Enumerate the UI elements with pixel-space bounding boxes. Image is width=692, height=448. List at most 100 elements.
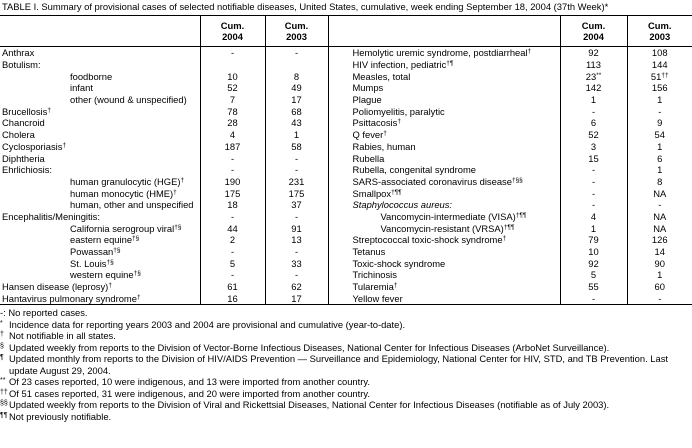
footnote-mark: †¶¶ bbox=[515, 211, 527, 219]
disease-table: Cum. 2004 Cum. 2003 Cum. 2004 Cum. 2003 … bbox=[0, 15, 692, 306]
table-row: eastern equine†§ 2 13 Streptococcal toxic-s… bbox=[0, 234, 692, 246]
table-row: St. Louis†§ 5 33 Toxic-shock syndrome 92 90 bbox=[0, 257, 692, 270]
footnote-text: Not notifiable in all states. bbox=[9, 330, 116, 342]
case-count: 78 bbox=[227, 105, 238, 117]
case-count: 3 bbox=[590, 140, 597, 152]
case-count: 1 bbox=[590, 222, 597, 234]
row-label: Poliomyelitis, paralytic bbox=[352, 105, 445, 117]
value-cell: 15 bbox=[559, 152, 627, 164]
case-count: 10 bbox=[588, 246, 599, 258]
footnote-mark: † bbox=[180, 176, 185, 184]
table-row: other (wound & unspecified) 7 17 Plague 1 1 bbox=[0, 93, 692, 106]
case-count: - bbox=[591, 292, 596, 304]
row-label: Streptococcal toxic-shock syndrome bbox=[352, 234, 503, 246]
row-label-cell: Plague bbox=[327, 93, 560, 106]
case-count: - bbox=[658, 199, 662, 211]
row-label: Cyclosporiasis bbox=[2, 140, 63, 152]
table-row: western equine†§ - - Trichinosis 5 1 bbox=[0, 269, 692, 281]
value-cell: 1 bbox=[626, 140, 692, 153]
value-cell: - bbox=[264, 269, 328, 281]
footnote: †† Of 51 cases reported, 31 were indigeno… bbox=[0, 388, 692, 400]
value-cell: 8 bbox=[264, 70, 328, 83]
case-count: 8 bbox=[657, 175, 663, 187]
row-label: Measles, total bbox=[352, 70, 411, 82]
value-cell: 156 bbox=[626, 82, 692, 94]
row-label-cell: Mumps bbox=[327, 82, 560, 94]
table-row: Cyclosporiasis† 187 58 Rabies, human 3 1 bbox=[0, 140, 692, 153]
value-cell: - bbox=[626, 292, 692, 306]
case-count: 18 bbox=[227, 199, 238, 211]
footnote-mark: †¶¶ bbox=[503, 223, 515, 231]
value-cell: - bbox=[199, 210, 265, 223]
value-cell: 231 bbox=[264, 175, 328, 188]
row-label: Brucellosis bbox=[2, 105, 48, 117]
row-label: Smallpox bbox=[352, 187, 392, 199]
footnote-mark: †§ bbox=[113, 247, 121, 255]
case-count: 1 bbox=[657, 140, 663, 152]
case-count: - bbox=[230, 47, 235, 59]
footnote: §§ Updated weekly from reports to the Div… bbox=[0, 399, 692, 411]
value-cell: 5 bbox=[559, 269, 627, 281]
row-label-cell: Powassan†§ bbox=[0, 246, 200, 258]
value-cell: - bbox=[559, 198, 627, 211]
value-cell: 18 bbox=[199, 198, 265, 211]
case-count: 91 bbox=[291, 222, 302, 234]
case-count: - bbox=[591, 187, 596, 199]
value-cell: - bbox=[559, 105, 627, 118]
row-label: Toxic-shock syndrome bbox=[352, 257, 446, 269]
value-cell: - bbox=[264, 152, 328, 164]
row-label: Tetanus bbox=[352, 246, 386, 258]
value-cell: 17 bbox=[264, 292, 328, 306]
value-cell: 190 bbox=[199, 175, 265, 188]
value-cell: 90 bbox=[626, 257, 692, 270]
row-label: California serogroup viral bbox=[70, 222, 175, 234]
row-label-cell: Cholera bbox=[0, 129, 200, 141]
case-count: 58 bbox=[291, 140, 302, 152]
case-count: - bbox=[591, 199, 596, 211]
value-cell: 113 bbox=[559, 58, 627, 71]
value-cell: 55 bbox=[559, 280, 627, 293]
value-cell: 52 bbox=[559, 128, 627, 141]
column-header: Cum. 2003 bbox=[648, 20, 672, 42]
row-label-cell: Measles, total bbox=[327, 70, 560, 83]
case-count: 156 bbox=[651, 82, 668, 94]
table-row: foodborne 10 8 Measles, total 23** 51†† bbox=[0, 70, 692, 83]
row-label: eastern equine bbox=[70, 234, 133, 246]
case-count: - bbox=[294, 164, 299, 176]
case-count: - bbox=[230, 246, 235, 258]
case-count: 52 bbox=[588, 129, 599, 141]
row-label: other (wound & unspecified) bbox=[70, 94, 187, 106]
footnote-mark: † bbox=[502, 235, 507, 243]
value-cell: 7 bbox=[199, 93, 265, 106]
row-label-cell: eastern equine†§ bbox=[0, 234, 200, 246]
row-label-cell: Toxic-shock syndrome bbox=[327, 257, 560, 270]
row-label-cell: Hemolytic uremic syndrome, postdiarrheal… bbox=[327, 46, 560, 59]
row-label: Diphtheria bbox=[2, 152, 45, 164]
value-cell: 1 bbox=[559, 222, 627, 234]
case-count: 15 bbox=[588, 152, 599, 164]
footnote: -: No reported cases. bbox=[0, 307, 692, 319]
value-cell: - bbox=[199, 152, 265, 164]
row-label-cell: infant bbox=[0, 82, 200, 94]
table-row: Anthrax - - Hemolytic uremic syndrome, post… bbox=[0, 46, 692, 59]
row-label-cell: Psittacosis† bbox=[327, 117, 560, 129]
value-cell: 51†† bbox=[626, 70, 692, 83]
value-cell: 61 bbox=[199, 280, 265, 293]
value-cell: 8 bbox=[626, 175, 692, 188]
value-cell: - bbox=[199, 269, 265, 281]
case-count: - bbox=[230, 152, 235, 164]
footnote-symbol: ** bbox=[0, 377, 6, 385]
row-label-cell: St. Louis†§ bbox=[0, 257, 200, 269]
row-label-cell: HIV infection, pediatric†¶ bbox=[327, 58, 560, 71]
value-cell: 142 bbox=[559, 82, 627, 94]
case-count: 1 bbox=[657, 164, 663, 176]
case-count: 4 bbox=[229, 129, 236, 141]
row-label: Rubella bbox=[352, 152, 385, 164]
value-cell: - bbox=[199, 163, 265, 176]
value-cell: 2 bbox=[199, 234, 265, 246]
row-label-cell: Rubella, congenital syndrome bbox=[327, 163, 560, 176]
case-count: 1 bbox=[657, 269, 663, 281]
row-label: Q fever bbox=[352, 129, 384, 141]
value-cell: - bbox=[559, 175, 627, 188]
value-cell: - bbox=[264, 245, 328, 258]
